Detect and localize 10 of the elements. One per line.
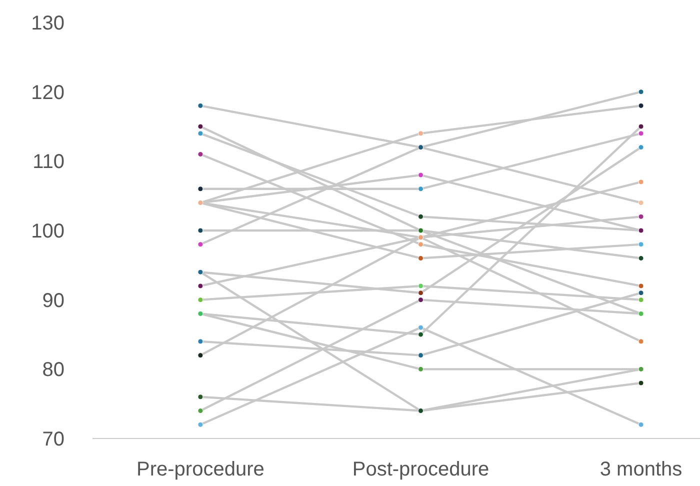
- y-tick-label: 70: [42, 428, 65, 450]
- x-tick-label: Post-procedure: [352, 458, 490, 480]
- y-tick-label: 90: [42, 290, 65, 312]
- y-tick-label: 100: [31, 220, 65, 242]
- y-tick-label: 120: [31, 82, 65, 104]
- y-tick-label: 130: [31, 12, 65, 34]
- y-tick-label: 80: [42, 359, 65, 382]
- y-tick-label: 110: [32, 151, 65, 174]
- x-tick-label: Pre-procedure: [136, 458, 264, 480]
- x-tick-label: 3 months: [600, 458, 682, 480]
